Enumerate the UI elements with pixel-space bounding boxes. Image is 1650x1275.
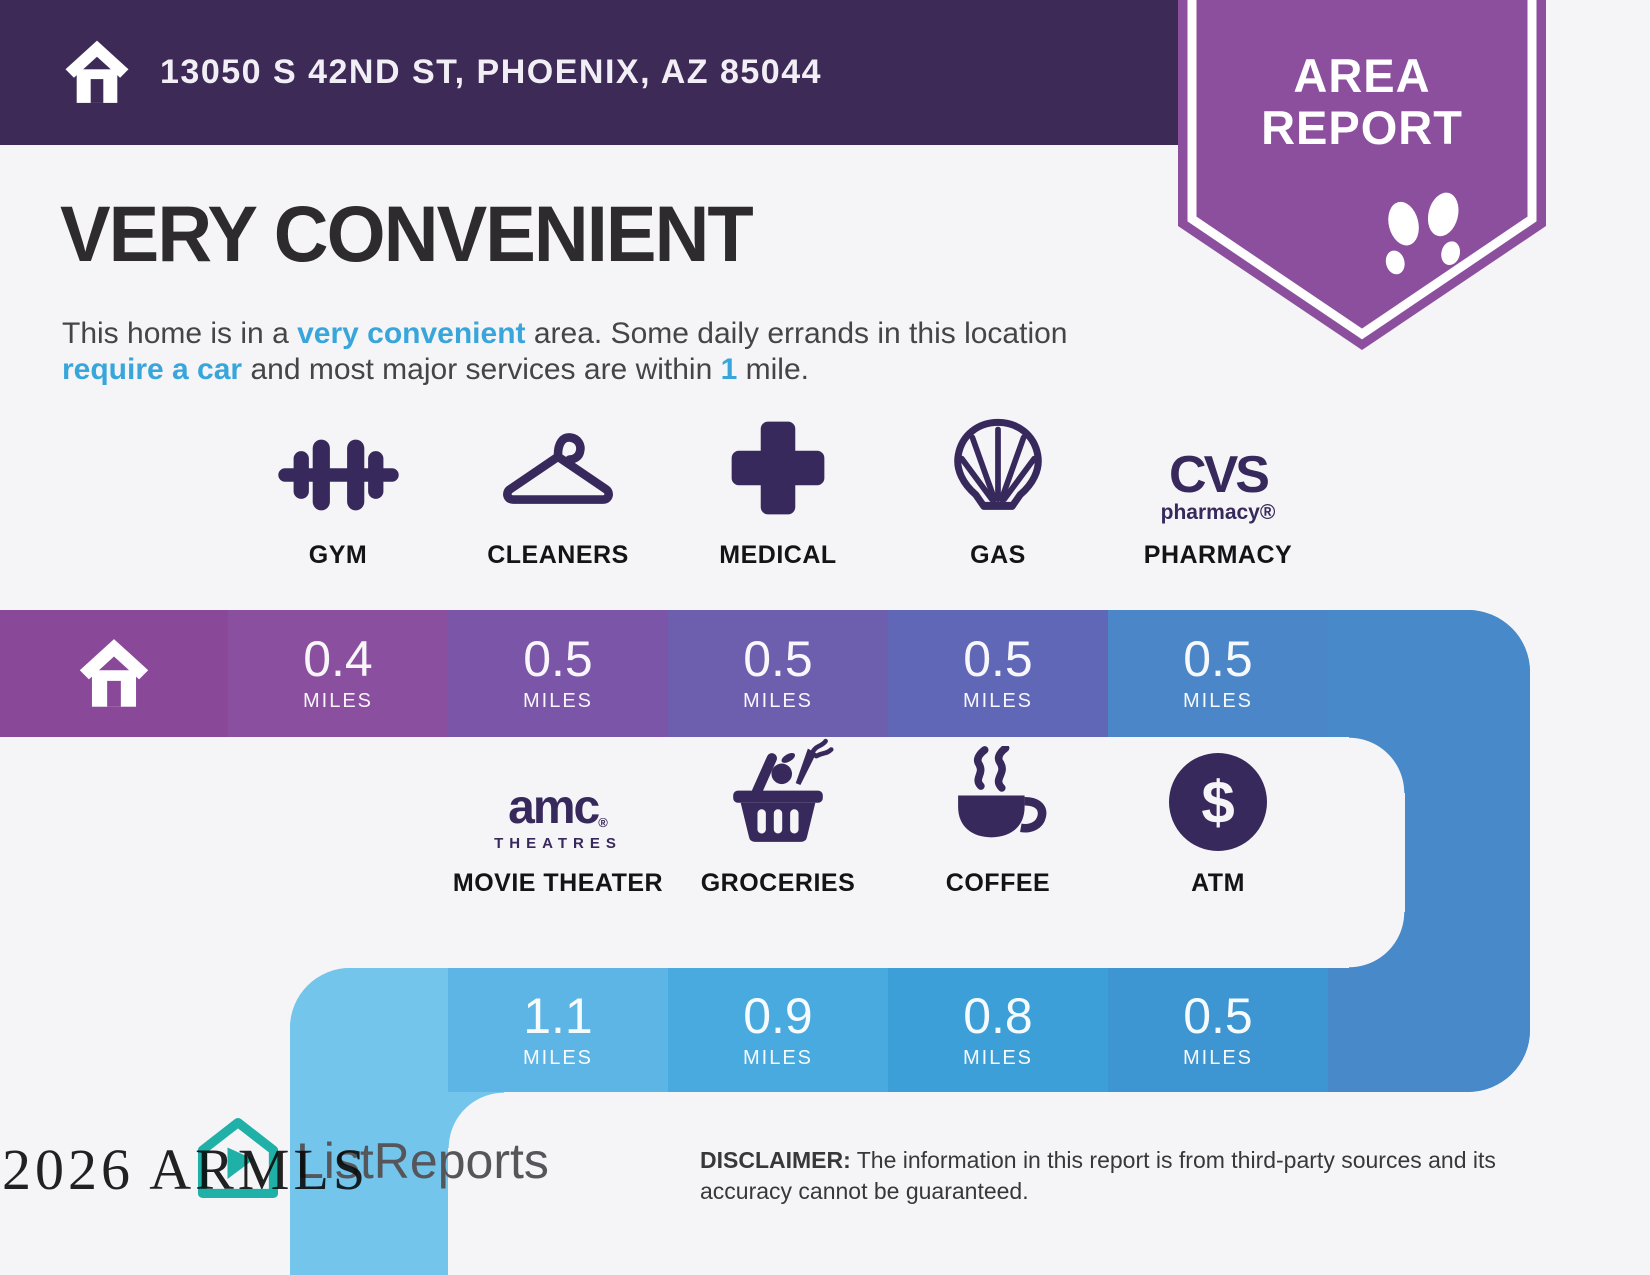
dumbbell-icon — [276, 432, 401, 523]
badge-line2: REPORT — [1261, 101, 1463, 154]
distance-cell-gym: 0.4 MILES — [228, 610, 448, 737]
cvs-sub-wordmark: pharmacy® — [1160, 501, 1276, 524]
armls-watermark: 2026 ARMLS — [2, 1137, 370, 1202]
coffee-cup-icon — [941, 744, 1055, 851]
distance-cell-gas: 0.5 MILES — [888, 610, 1108, 737]
home-icon — [62, 34, 132, 111]
category-label: GYM — [308, 541, 368, 569]
distance-value: 0.9 — [743, 987, 813, 1044]
category-medical: MEDICAL — [668, 408, 888, 570]
route-corner-top-right — [1328, 610, 1530, 737]
category-label: CLEANERS — [487, 541, 629, 569]
registered-mark: ® — [598, 815, 608, 830]
walkability-headline: VERY CONVENIENT — [60, 189, 754, 278]
home-icon — [76, 633, 152, 714]
walkability-description: This home is in a very convenient area. … — [62, 316, 1112, 388]
category-label: GROCERIES — [700, 869, 856, 897]
listreports-house-icon — [196, 1116, 280, 1205]
distance-unit: MILES — [742, 1046, 814, 1069]
distance-cell-groceries: 0.9 MILES — [668, 968, 888, 1092]
distance-value: 1.1 — [523, 987, 593, 1044]
distance-cell-coffee: 0.8 MILES — [888, 968, 1108, 1092]
category-label: COFFEE — [945, 869, 1051, 897]
property-address: 13050 S 42ND ST, PHOENIX, AZ 85044 — [160, 53, 823, 91]
distance-value: 0.8 — [963, 987, 1033, 1044]
category-movie-theater: amc ® THEATRES MOVIE THEATER — [448, 738, 668, 898]
category-cleaners: CLEANERS — [448, 408, 668, 570]
grocery-basket-icon — [722, 738, 834, 851]
distance-value: 0.5 — [743, 631, 813, 687]
route-corner-top-left — [290, 968, 448, 1092]
distance-value: 0.4 — [303, 631, 373, 687]
medical-cross-icon — [728, 418, 828, 523]
category-label: MOVIE THEATER — [452, 869, 664, 897]
cvs-wordmark: CVS — [1169, 446, 1270, 504]
category-label: GAS — [970, 541, 1026, 569]
category-atm: $ ATM — [1108, 738, 1328, 898]
amc-sub-wordmark: THEATRES — [494, 835, 622, 852]
distance-value: 0.5 — [523, 631, 593, 687]
distance-unit: MILES — [522, 690, 594, 712]
intro-text: area. Some daily errands in this locatio… — [525, 317, 1068, 350]
intro-text: mile. — [737, 353, 809, 386]
distance-cell-cleaners: 0.5 MILES — [448, 610, 668, 737]
category-gas: GAS — [888, 408, 1108, 570]
distance-value: 0.5 — [963, 631, 1033, 687]
badge-line1: AREA — [1293, 49, 1431, 102]
home-start-cell — [0, 610, 228, 737]
distance-unit: MILES — [962, 690, 1034, 712]
distance-cell-pharmacy: 0.5 MILES — [1108, 610, 1328, 737]
category-pharmacy: CVS pharmacy® PHARMACY — [1108, 408, 1328, 570]
category-coffee: COFFEE — [888, 738, 1108, 898]
listreports-wordmark: ListReports — [296, 1132, 549, 1189]
dollar-sign: $ — [1201, 768, 1235, 836]
disclaimer-text: The information in this report is from t… — [700, 1147, 1496, 1205]
intro-text: and most major services are within — [242, 353, 721, 386]
shell-gas-icon — [945, 416, 1051, 523]
route-corner-bottom-right — [1328, 968, 1530, 1092]
disclaimer-label: DISCLAIMER: — [700, 1147, 851, 1173]
distance-cell-atm: 0.5 MILES — [1108, 968, 1328, 1092]
area-report-badge: AREA REPORT — [1178, 0, 1546, 352]
route-inner-corner — [448, 1092, 504, 1148]
distance-unit: MILES — [1182, 1046, 1254, 1069]
distance-unit: MILES — [962, 1046, 1034, 1069]
distance-cell-medical: 0.5 MILES — [668, 610, 888, 737]
amc-wordmark: amc — [508, 781, 600, 834]
intro-highlight-1: very convenient — [297, 317, 526, 350]
distance-unit: MILES — [1182, 690, 1254, 712]
header-bar: 13050 S 42ND ST, PHOENIX, AZ 85044 — [0, 0, 1186, 145]
cvs-pharmacy-logo: CVS pharmacy® — [1161, 449, 1276, 523]
listreports-logo: ListReports — [196, 1116, 549, 1205]
distance-value: 0.5 — [1183, 987, 1253, 1044]
distance-unit: MILES — [742, 690, 814, 712]
distance-unit: MILES — [302, 690, 374, 712]
distance-unit: MILES — [522, 1046, 594, 1069]
category-gym: GYM — [228, 408, 448, 570]
category-groceries: GROCERIES — [668, 738, 888, 898]
intro-highlight-3: 1 — [720, 353, 738, 386]
category-label: ATM — [1191, 869, 1245, 897]
route-inner-corner — [1349, 912, 1405, 968]
intro-highlight-2: require a car — [62, 353, 243, 386]
distance-value: 0.5 — [1183, 631, 1253, 687]
route-inner-corner — [1349, 737, 1405, 793]
intro-text: This home is in a — [62, 317, 298, 350]
disclaimer: DISCLAIMER: The information in this repo… — [700, 1145, 1515, 1207]
hanger-icon — [496, 422, 620, 523]
atm-dollar-icon: $ — [1169, 753, 1267, 851]
category-label: PHARMACY — [1143, 541, 1293, 569]
amc-theatres-logo: amc ® THEATRES — [494, 781, 622, 852]
category-label: MEDICAL — [719, 541, 837, 569]
distance-cell-movie-theater: 1.1 MILES — [448, 968, 668, 1092]
